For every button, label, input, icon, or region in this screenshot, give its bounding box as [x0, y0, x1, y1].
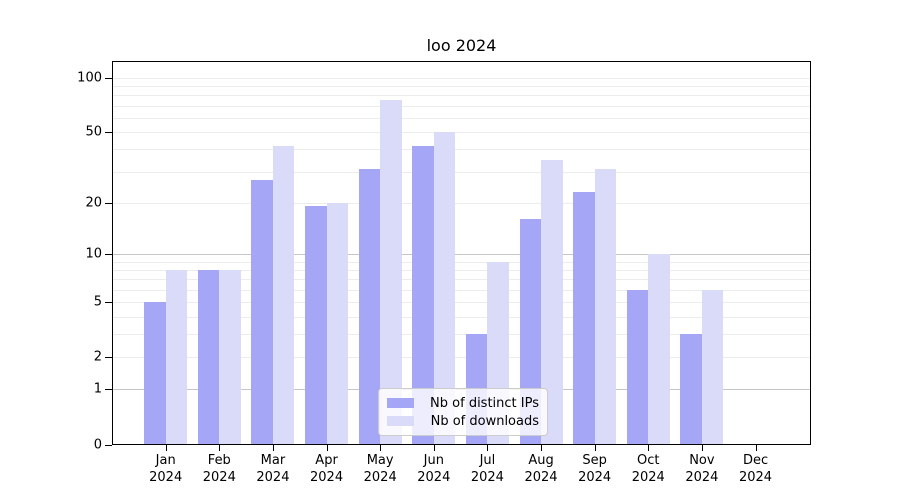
- xtick-label-jul-2024: Jul 2024: [470, 453, 504, 485]
- ytick-mark-1: [105, 389, 112, 391]
- bar-oct-2024-nb-of-downloads: [648, 253, 670, 445]
- bar-jun-2024-nb-of-distinct-ips: [412, 145, 434, 445]
- bar-jun-2024-nb-of-downloads: [433, 132, 456, 445]
- bar-may-2024-nb-of-distinct-ips: [358, 169, 381, 445]
- gridline-y-10: [112, 253, 811, 255]
- legend-swatch-distinct-ips: [387, 398, 414, 408]
- xtick-label-apr-2024: Apr 2024: [310, 453, 344, 485]
- legend: Nb of distinct IPs Nb of downloads: [378, 388, 548, 436]
- bar-feb-2024-nb-of-downloads: [219, 269, 241, 445]
- gridline-y-2: [112, 357, 811, 359]
- xtick-mark-jan-2024: [165, 445, 167, 451]
- xtick-mark-may-2024: [380, 445, 382, 451]
- ytick-mark-10: [105, 253, 112, 255]
- ytick-label-2: 2: [93, 349, 102, 365]
- xtick-label-mar-2024: Mar 2024: [256, 453, 290, 485]
- bar-nov-2024-nb-of-downloads: [701, 289, 724, 445]
- gridline-y-6: [112, 289, 811, 291]
- bar-mar-2024-nb-of-distinct-ips: [251, 179, 273, 445]
- xtick-mark-oct-2024: [648, 445, 650, 451]
- gridline-y-40: [112, 149, 811, 151]
- xtick-label-jan-2024: Jan 2024: [149, 453, 183, 485]
- xtick-mark-apr-2024: [326, 445, 328, 451]
- gridline-y-8: [112, 269, 811, 271]
- xtick-label-aug-2024: Aug 2024: [524, 453, 558, 485]
- bar-oct-2024-nb-of-distinct-ips: [626, 289, 649, 445]
- gridline-y-4: [112, 316, 811, 318]
- ytick-label-20: 20: [85, 195, 102, 211]
- ytick-label-0: 0: [93, 437, 102, 452]
- gridline-y-70: [112, 105, 811, 107]
- xtick-label-sep-2024: Sep 2024: [578, 453, 612, 485]
- gridline-y-80: [112, 95, 811, 97]
- xtick-label-oct-2024: Oct 2024: [631, 453, 665, 485]
- bar-feb-2024-nb-of-distinct-ips: [197, 269, 220, 445]
- xtick-mark-feb-2024: [219, 445, 221, 451]
- bar-nov-2024-nb-of-distinct-ips: [680, 334, 702, 445]
- xtick-label-dec-2024: Dec 2024: [738, 453, 773, 485]
- gridline-y-9: [112, 261, 811, 263]
- ytick-mark-20: [105, 202, 112, 204]
- gridline-y-50: [112, 132, 811, 133]
- gridline-y-100: [112, 77, 811, 79]
- chart-title: loo 2024: [426, 36, 497, 55]
- ytick-mark-50: [105, 132, 112, 133]
- legend-label-distinct-ips: Nb of distinct IPs: [430, 395, 539, 411]
- gridline-y-30: [112, 171, 811, 173]
- xtick-mark-sep-2024: [594, 445, 596, 451]
- gridline-y-20: [112, 202, 811, 204]
- bar-jan-2024-nb-of-distinct-ips: [144, 302, 166, 445]
- ytick-label-100: 100: [77, 70, 102, 86]
- ytick-label-10: 10: [85, 246, 102, 262]
- ytick-mark-0: [105, 444, 112, 446]
- legend-item-downloads: Nb of downloads: [387, 414, 539, 429]
- xtick-label-nov-2024: Nov 2024: [685, 453, 719, 485]
- ytick-mark-5: [105, 302, 112, 304]
- xtick-mark-jul-2024: [487, 445, 489, 451]
- xtick-mark-aug-2024: [541, 445, 543, 451]
- bar-apr-2024-nb-of-distinct-ips: [305, 206, 327, 445]
- bar-may-2024-nb-of-downloads: [380, 100, 402, 445]
- ytick-mark-2: [105, 357, 112, 359]
- bar-jan-2024-nb-of-downloads: [165, 269, 188, 445]
- gridline-y-5: [112, 302, 811, 304]
- gridline-y-60: [112, 117, 811, 119]
- gridline-y-90: [112, 85, 811, 87]
- bar-sep-2024-nb-of-distinct-ips: [573, 191, 595, 445]
- legend-item-distinct-ips: Nb of distinct IPs: [387, 396, 539, 411]
- xtick-mark-jun-2024: [433, 445, 435, 451]
- ytick-mark-100: [105, 77, 112, 79]
- xtick-mark-dec-2024: [755, 445, 757, 451]
- bar-aug-2024-nb-of-downloads: [541, 159, 563, 445]
- legend-swatch-downloads: [387, 416, 414, 426]
- xtick-mark-nov-2024: [701, 445, 703, 451]
- xtick-label-feb-2024: Feb 2024: [202, 453, 236, 485]
- xtick-label-jun-2024: Jun 2024: [417, 453, 451, 485]
- bar-mar-2024-nb-of-downloads: [272, 145, 295, 445]
- ytick-label-50: 50: [85, 124, 102, 140]
- xtick-label-may-2024: May 2024: [363, 453, 397, 485]
- legend-label-downloads: Nb of downloads: [430, 413, 539, 429]
- ytick-label-1: 1: [93, 381, 102, 397]
- bar-apr-2024-nb-of-downloads: [326, 202, 349, 445]
- xtick-mark-mar-2024: [272, 445, 274, 451]
- ytick-label-5: 5: [93, 294, 102, 310]
- gridline-y-7: [112, 279, 811, 281]
- plot-border: [112, 61, 811, 445]
- bar-sep-2024-nb-of-downloads: [594, 169, 617, 445]
- gridline-y-3: [112, 334, 811, 336]
